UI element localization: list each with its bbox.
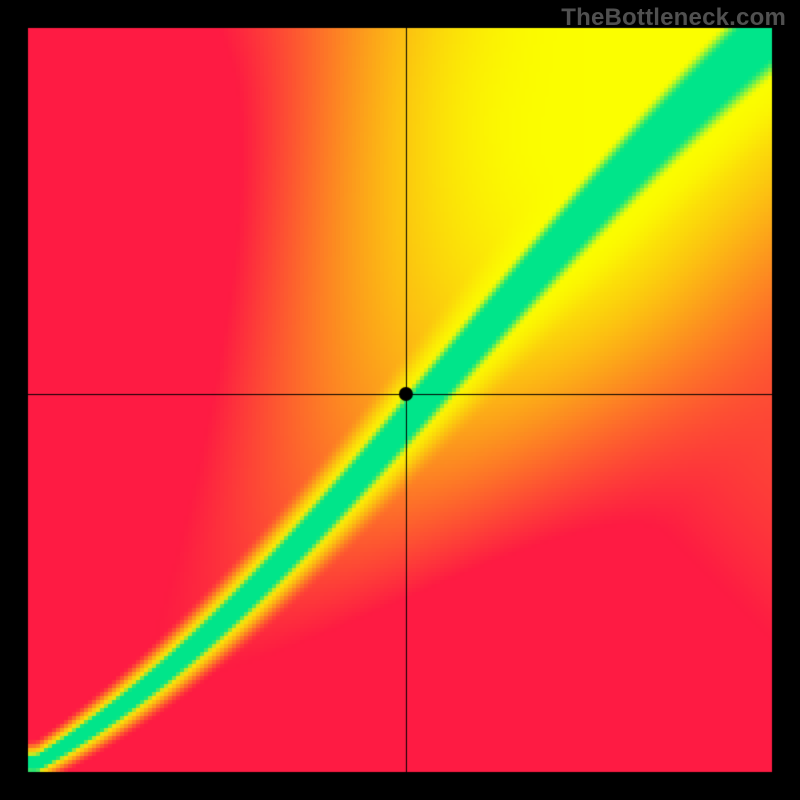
chart-container: TheBottleneck.com [0,0,800,800]
heatmap-canvas [0,0,800,800]
watermark-text: TheBottleneck.com [561,4,786,32]
